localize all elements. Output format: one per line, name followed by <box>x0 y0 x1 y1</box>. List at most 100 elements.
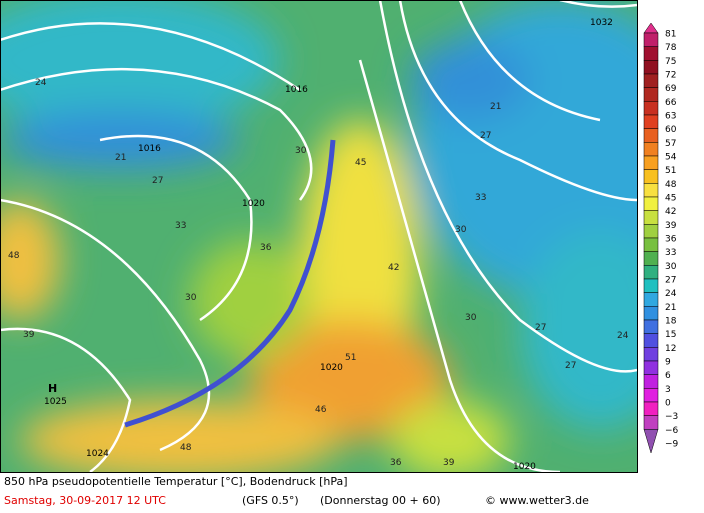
map-label: 39 <box>23 330 35 340</box>
colorbar-swatch <box>643 347 659 362</box>
map-label: 45 <box>355 158 366 168</box>
map-label: 27 <box>480 131 491 141</box>
colorbar-label: 51 <box>665 166 676 176</box>
colorbar-label: 18 <box>665 317 677 327</box>
colorbar-swatch <box>643 114 659 129</box>
map-label: 1024 <box>86 449 109 459</box>
map-label: 21 <box>115 153 126 163</box>
map-frame <box>0 0 638 473</box>
colorbar-label: 75 <box>665 57 676 67</box>
colorbar-swatch <box>643 32 659 47</box>
colorbar-swatch <box>643 237 659 252</box>
colorbar-swatch <box>643 306 659 321</box>
map-label: 27 <box>535 323 546 333</box>
colorbar-label: 78 <box>665 43 677 53</box>
colorbar-label: 9 <box>665 358 671 368</box>
map-label: 36 <box>260 243 272 253</box>
map-label: 1032 <box>590 18 613 28</box>
map-label: 30 <box>185 293 197 303</box>
colorbar-swatch <box>643 265 659 280</box>
colorbar-label: 30 <box>665 262 677 272</box>
colorbar-label: 57 <box>665 139 676 149</box>
colorbar-swatch <box>643 374 659 389</box>
map-label: 39 <box>443 458 455 468</box>
footer-title: 850 hPa pseudopotentielle Temperatur [°C… <box>4 475 348 488</box>
colorbar-swatch <box>643 333 659 348</box>
colorbar-label: 81 <box>665 30 676 40</box>
colorbar-swatch <box>643 73 659 88</box>
map-label: 27 <box>152 176 163 186</box>
map-label: 36 <box>390 458 402 468</box>
colorbar-swatch <box>643 101 659 116</box>
colorbar-label: 39 <box>665 221 677 231</box>
map-label: 33 <box>475 193 486 203</box>
map-label: 21 <box>490 102 501 112</box>
colorbar-label: 33 <box>665 248 676 258</box>
map-label: 48 <box>180 443 192 453</box>
colorbar-swatch <box>643 388 659 403</box>
colorbar-swatch <box>643 128 659 143</box>
colorbar-label: 6 <box>665 371 671 381</box>
colorbar-swatch <box>643 210 659 225</box>
colorbar-swatch <box>643 155 659 170</box>
colorbar-label: 60 <box>665 125 677 135</box>
colorbar-swatch <box>643 415 659 430</box>
map-label: 27 <box>565 361 576 371</box>
footer-date: Samstag, 30-09-2017 12 UTC <box>4 494 166 507</box>
colorbar-label: 0 <box>665 399 671 409</box>
map-label: 1016 <box>285 85 308 95</box>
map-field: 1016 1016 1020 1020 1024 1025 1032 1020 … <box>0 0 637 472</box>
colorbar-label: 27 <box>665 276 676 286</box>
colorbar-swatch <box>643 401 659 416</box>
colorbar-label: 36 <box>665 235 677 245</box>
colorbar-swatch <box>643 251 659 266</box>
colorbar-label: −9 <box>665 440 679 450</box>
colorbar-label: 3 <box>665 385 671 395</box>
map-label: 30 <box>455 225 467 235</box>
colorbar-label: 54 <box>665 153 677 163</box>
map-label: 30 <box>465 313 477 323</box>
colorbar-swatch <box>643 142 659 157</box>
colorbar-swatch <box>643 169 659 184</box>
colorbar-swatch <box>643 224 659 239</box>
colorbar-cap <box>643 22 659 34</box>
colorbar-label: 12 <box>665 344 676 354</box>
footer-model: (GFS 0.5°) <box>242 494 299 507</box>
colorbar-swatch <box>643 319 659 334</box>
map-label: 42 <box>388 263 399 273</box>
map-label: 30 <box>295 146 307 156</box>
map-label: 24 <box>35 78 47 88</box>
colorbar-swatch <box>643 196 659 211</box>
high-label: H <box>48 382 57 395</box>
map-label: 1025 <box>44 397 67 407</box>
map-label: 1020 <box>513 462 536 472</box>
colorbar-label: 21 <box>665 303 676 313</box>
isobars <box>0 0 637 472</box>
colorbar-cap <box>643 429 659 454</box>
map-label: 51 <box>345 353 356 363</box>
colorbar-swatch <box>643 87 659 102</box>
colorbar: 8178757269666360575451484542393633302724… <box>643 22 679 454</box>
colorbar-label: 42 <box>665 207 676 217</box>
colorbar-swatch <box>643 183 659 198</box>
map-label: 1016 <box>138 144 161 154</box>
map-label: 46 <box>315 405 327 415</box>
colorbar-swatch <box>643 278 659 293</box>
colorbar-label: 24 <box>665 289 677 299</box>
colorbar-swatch <box>643 60 659 75</box>
map-label: 48 <box>8 251 20 261</box>
colorbar-label: 15 <box>665 330 676 340</box>
colorbar-swatch <box>643 360 659 375</box>
map-label: 24 <box>617 331 629 341</box>
footer-run: (Donnerstag 00 + 60) <box>320 494 440 507</box>
colorbar-label: 48 <box>665 180 677 190</box>
map-label: 33 <box>175 221 186 231</box>
colorbar-swatch <box>643 292 659 307</box>
colorbar-swatch <box>643 46 659 61</box>
front-line <box>124 139 336 428</box>
colorbar-label: −3 <box>665 412 678 422</box>
colorbar-label: 63 <box>665 112 676 122</box>
colorbar-label: 72 <box>665 71 676 81</box>
